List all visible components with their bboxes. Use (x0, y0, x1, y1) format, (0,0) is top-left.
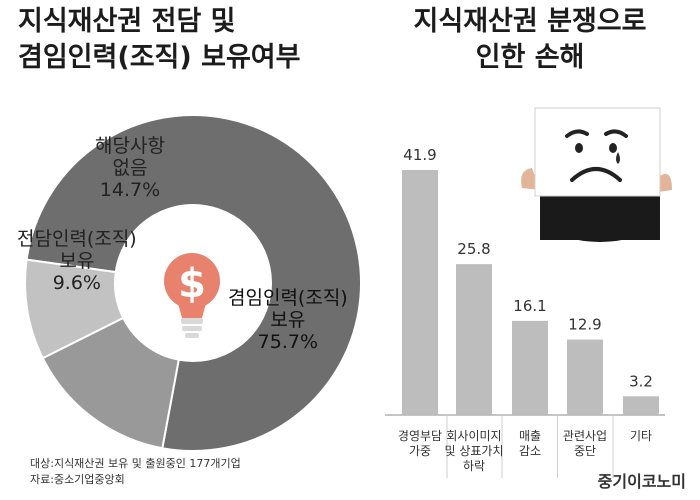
bulb-base-2 (182, 326, 202, 331)
frown-mouth (570, 167, 622, 182)
footnote-target: 대상:지식재산권 보유 및 출원중인 177개기업 (30, 457, 241, 470)
tear-drop (616, 152, 620, 164)
category-label-1: 경영부담 가중 (398, 429, 442, 458)
person-torso (540, 190, 660, 240)
bar-4 (567, 339, 603, 415)
bulb-base-1 (181, 318, 203, 324)
bar-value-label-5: 3.2 (629, 372, 653, 390)
pie-slice-label-3: 전담인력(조직) 보유 9.6% (17, 228, 137, 294)
sad-face-sign-photo (521, 107, 672, 242)
bar-value-label-2: 25.8 (457, 240, 490, 258)
footnote-source: 자료:중소기업중앙회 (30, 473, 125, 486)
donut-chart (24, 114, 362, 452)
bulb-neck (176, 296, 208, 318)
bar-1 (402, 170, 438, 415)
bar-title-line-2: 인한 손해 (475, 42, 585, 73)
pie-title-line-2: 겸임인력(조직) 보유여부 (18, 42, 301, 73)
bulb-base-3 (185, 333, 199, 338)
category-label-2: 회사이미지 및 상표가치 하락 (444, 429, 503, 473)
right-eyebrow (604, 129, 628, 138)
bar-title-line-1: 지식재산권 분쟁으로 (413, 6, 647, 37)
bar-3 (512, 320, 548, 415)
lightbulb-dollar-icon: $ (164, 253, 220, 338)
left-eyebrow (565, 129, 589, 138)
bar-value-label-3: 16.1 (513, 297, 546, 315)
bar-2 (456, 264, 492, 415)
bar-chart: 41.9 경영부담 가중 25.8 회사이미지 및 상표가치 하락 16.1 매출 감소 12.9 관… (385, 146, 665, 478)
bar-chart-title: 지식재산권 분쟁으로 인한 손해 (380, 4, 680, 76)
pie-slice-3 (24, 258, 125, 360)
left-eye (575, 143, 583, 153)
bulb-glass (164, 253, 220, 309)
pie-slice-1 (25, 114, 362, 452)
bar-5 (623, 396, 659, 415)
brand-logo: 중기이코노미 (597, 472, 686, 491)
pie-title-line-1: 지식재산권 전담 및 (18, 6, 236, 37)
category-label-3: 매출 감소 (519, 429, 541, 458)
category-label-5: 기타 (630, 429, 652, 443)
bar-value-label-1: 41.9 (403, 146, 436, 164)
right-eye (609, 143, 617, 153)
pie-chart-title: 지식재산권 전담 및 겸임인력(조직) 보유여부 (18, 4, 358, 76)
bar-value-label-4: 12.9 (568, 316, 601, 334)
right-hand (658, 173, 672, 192)
sign-card (534, 107, 661, 197)
dollar-icon: $ (178, 261, 206, 307)
pie-slice-label-2: 해당사항 없음 14.7% (95, 135, 165, 201)
pie-slice-2 (41, 316, 180, 450)
category-label-4: 관련사업 중단 (563, 429, 607, 458)
pie-slice-label-1: 겸임인력(조직) 보유 75.7% (228, 287, 348, 353)
